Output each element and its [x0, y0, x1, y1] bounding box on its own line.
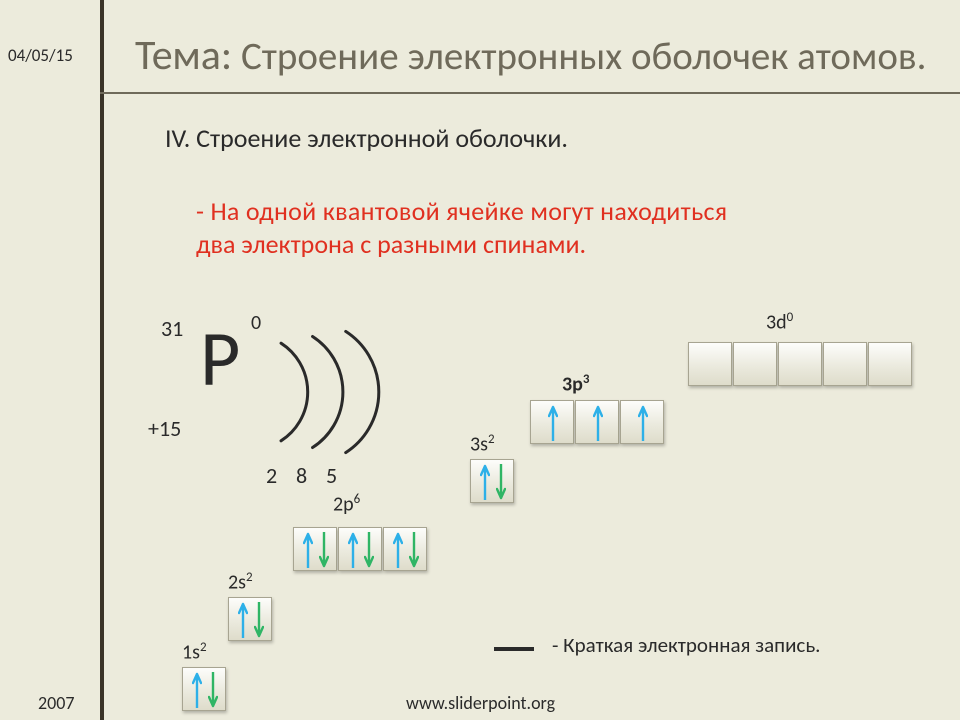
orbital-cell [575, 400, 619, 444]
rule-line-2: два электрона с разными спинами. [196, 228, 586, 260]
spin-down-icon [409, 532, 419, 568]
orbital-cell [733, 342, 777, 386]
spin-up-icon [638, 405, 648, 441]
page-title: Тема: Строение электронных оболочек атом… [135, 30, 926, 81]
orbital-label: 3p3 [562, 372, 589, 397]
orbital-cell [182, 667, 226, 711]
shell-electron-count: 2 [266, 462, 277, 489]
spin-up-icon [303, 532, 313, 568]
orbital-cell [470, 459, 514, 503]
orbital-cell [530, 400, 574, 444]
horizontal-divider [100, 92, 960, 94]
orbital-cell [293, 527, 337, 571]
footer-url: www.sliderpoint.org [406, 692, 555, 714]
section-heading: IV. Строение электронной оболочки. [165, 122, 568, 154]
footer-year: 2007 [38, 692, 75, 714]
spin-up-icon [393, 532, 403, 568]
element-mass: 31 [161, 315, 183, 342]
orbital-label: 3s2 [470, 432, 495, 457]
shell-electron-count: 8 [296, 462, 307, 489]
spin-down-icon [319, 532, 329, 568]
spin-up-icon [192, 672, 202, 708]
date-label: 04/05/15 [8, 45, 73, 66]
orbital-label: 3d0 [766, 310, 793, 335]
orbital-cell [868, 342, 912, 386]
brief-caption: - Краткая электронная запись. [552, 632, 820, 658]
orbital-cell [228, 597, 272, 641]
spin-down-icon [496, 464, 506, 500]
orbital-cell [383, 527, 427, 571]
orbital-cell [338, 527, 382, 571]
spin-up-icon [480, 464, 490, 500]
orbital-cell [688, 342, 732, 386]
orbital-cell [778, 342, 822, 386]
element-nuclear-charge: +15 [148, 415, 181, 442]
spin-down-icon [208, 672, 218, 708]
orbital-label: 2s2 [228, 570, 253, 595]
spin-up-icon [548, 405, 558, 441]
spin-down-icon [254, 602, 264, 638]
spin-up-icon [238, 602, 248, 638]
title-rest: Строение электронных оболочек атомов. [241, 33, 927, 80]
orbital-cell [620, 400, 664, 444]
title-prefix: Тема: [135, 30, 232, 81]
orbital-label: 2p6 [333, 492, 360, 517]
element-oxidation: 0 [251, 311, 261, 335]
vertical-divider [100, 0, 104, 720]
brief-dash [494, 647, 534, 651]
rule-line-1: - На одной квантовой ячейке могут находи… [196, 195, 727, 227]
spin-up-icon [348, 532, 358, 568]
spin-up-icon [593, 405, 603, 441]
orbital-label: 1s2 [182, 640, 207, 665]
spin-down-icon [364, 532, 374, 568]
shell-electron-count: 5 [326, 462, 337, 489]
orbital-cell [823, 342, 867, 386]
